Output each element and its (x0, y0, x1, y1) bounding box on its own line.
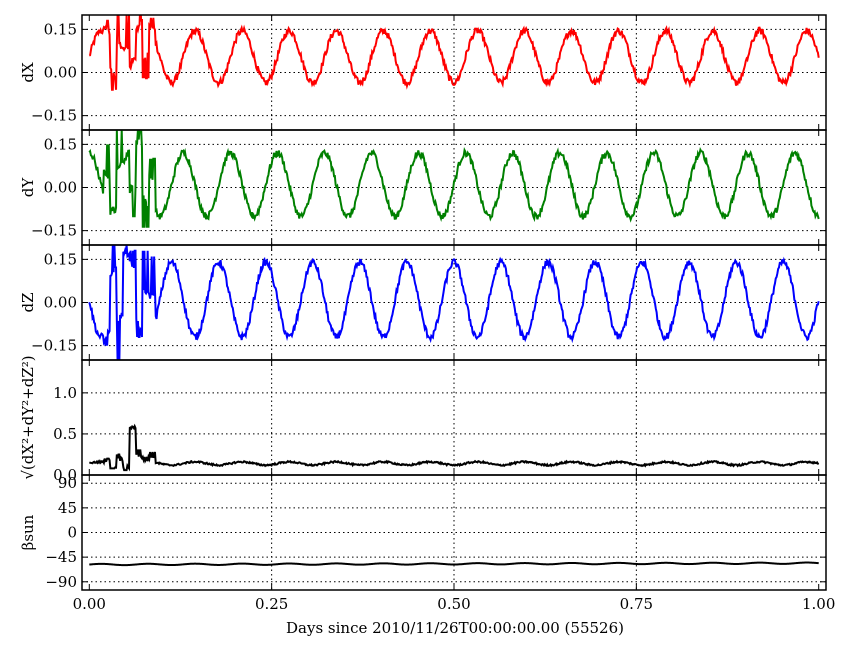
y-tick-label: 0.00 (44, 294, 77, 312)
series-line-beta (89, 561, 819, 567)
y-tick-label: −0.15 (31, 337, 77, 355)
plot-frame (81, 359, 827, 476)
series-line-dr (89, 423, 820, 472)
y-axis-label-dz: dZ (19, 292, 37, 312)
y-axis-label-dr: √(dX²+dY²+dZ²) (19, 355, 37, 479)
y-axis-label-dx: dX (19, 62, 37, 83)
series-line-dz (88, 245, 820, 360)
x-tick-label: 0.75 (620, 595, 653, 613)
y-tick-label: 0.0 (53, 466, 77, 484)
series-line-dx (88, 15, 820, 91)
panel-dr: 0.0 0.5 1.0 √(dX²+dY²+dZ²) (19, 355, 827, 484)
panel-dz: −0.15 0.00 0.15 dZ (19, 244, 827, 361)
y-axis-label-dy: dY (19, 177, 37, 198)
panel-dx: −0.15 0.00 0.15 dX (19, 14, 827, 131)
y-tick-label: 45 (58, 499, 77, 517)
y-tick-label: 0.15 (44, 250, 77, 268)
y-tick-label: 0 (67, 524, 77, 542)
y-tick-label: 0.5 (53, 425, 77, 443)
plot-frame (81, 474, 827, 591)
y-tick-label: −0.15 (31, 107, 77, 125)
panels: −0.150.000.15dX−0.150.000.15dY−0.150.000… (19, 14, 835, 613)
y-tick-label: 0.15 (44, 135, 77, 153)
y-tick-label: −90 (45, 573, 77, 591)
y-tick-label: 1.0 (53, 384, 77, 402)
x-tick-label: 0.25 (255, 595, 288, 613)
x-axis-label: Days since 2010/11/26T00:00:00.00 (55526… (286, 619, 624, 637)
y-tick-label: 0.15 (44, 20, 77, 38)
panel-beta: −90 −45 0 45 90 βsun (19, 474, 827, 591)
y-tick-label: 0.00 (44, 179, 77, 197)
y-tick-label: −0.15 (31, 222, 77, 240)
x-tick-label: 1.00 (802, 595, 835, 613)
y-tick-label: −45 (45, 548, 77, 566)
series-line-dy (88, 130, 820, 228)
plot-frame (81, 244, 827, 361)
y-axis-label-beta: βsun (19, 514, 37, 550)
y-tick-label: 0.00 (44, 64, 77, 82)
y-tick-label: 90 (58, 474, 77, 492)
x-tick-label: 0.50 (437, 595, 470, 613)
panel-dy: −0.15 0.00 0.15 dY (19, 129, 827, 246)
x-tick-label: 0.00 (73, 595, 106, 613)
